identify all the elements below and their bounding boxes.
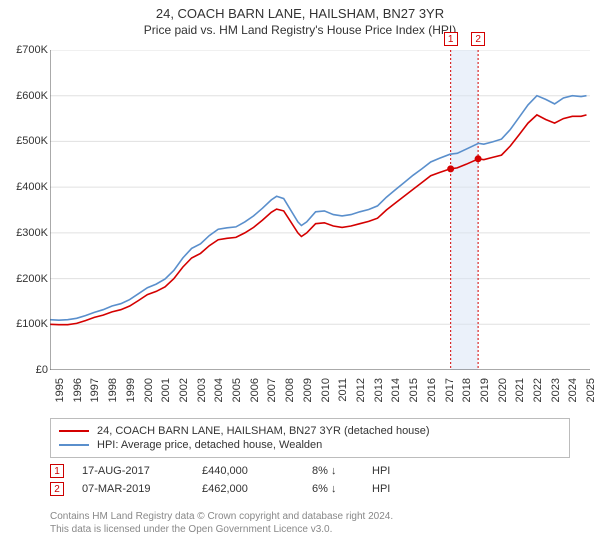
- x-tick-label: 2018: [461, 378, 473, 402]
- x-tick-label: 2014: [390, 378, 402, 402]
- x-tick-label: 2023: [550, 378, 562, 402]
- event-flag: 1: [50, 464, 64, 478]
- event-date: 07-MAR-2019: [82, 483, 202, 495]
- legend-label: 24, COACH BARN LANE, HAILSHAM, BN27 3YR …: [97, 425, 430, 437]
- x-tick-label: 2024: [567, 378, 579, 402]
- x-tick-label: 2009: [302, 378, 314, 402]
- y-tick-label: £600K: [0, 90, 48, 102]
- x-tick-label: 2022: [532, 378, 544, 402]
- marker-flag: 1: [444, 32, 458, 46]
- y-tick-label: £300K: [0, 227, 48, 239]
- x-tick-label: 1997: [89, 378, 101, 402]
- event-note: HPI: [372, 465, 390, 477]
- legend-swatch: [59, 444, 89, 446]
- event-date: 17-AUG-2017: [82, 465, 202, 477]
- chart-plot: [50, 50, 590, 370]
- chart-title: 24, COACH BARN LANE, HAILSHAM, BN27 3YR: [0, 6, 600, 21]
- x-tick-label: 2002: [178, 378, 190, 402]
- x-tick-label: 2013: [373, 378, 385, 402]
- event-note: HPI: [372, 483, 390, 495]
- x-tick-label: 2016: [426, 378, 438, 402]
- x-tick-label: 2011: [337, 378, 349, 402]
- x-tick-label: 2012: [355, 378, 367, 402]
- event-price: £462,000: [202, 483, 312, 495]
- x-tick-label: 2025: [585, 378, 597, 402]
- x-tick-label: 2015: [408, 378, 420, 402]
- y-tick-label: £700K: [0, 44, 48, 56]
- y-tick-label: £0: [0, 364, 48, 376]
- x-tick-label: 2020: [497, 378, 509, 402]
- legend-swatch: [59, 430, 89, 432]
- x-tick-label: 2001: [160, 378, 172, 402]
- event-table: 1 17-AUG-2017£440,0008% ↓HPI 2 07-MAR-2019£…: [50, 460, 570, 500]
- x-tick-label: 2021: [514, 378, 526, 402]
- footer-line-1: Contains HM Land Registry data © Crown c…: [50, 510, 570, 523]
- x-tick-label: 2006: [249, 378, 261, 402]
- x-tick-label: 2008: [284, 378, 296, 402]
- x-tick-label: 2005: [231, 378, 243, 402]
- y-tick-label: £500K: [0, 135, 48, 147]
- chart-titles: 24, COACH BARN LANE, HAILSHAM, BN27 3YR …: [0, 0, 600, 37]
- y-tick-label: £200K: [0, 273, 48, 285]
- x-tick-label: 2004: [213, 378, 225, 402]
- y-tick-label: £400K: [0, 181, 48, 193]
- x-tick-label: 2010: [320, 378, 332, 402]
- x-tick-label: 2000: [143, 378, 155, 402]
- footer-line-2: This data is licensed under the Open Gov…: [50, 523, 570, 536]
- legend-row: HPI: Average price, detached house, Weal…: [59, 439, 561, 451]
- x-tick-label: 2019: [479, 378, 491, 402]
- event-row: 2 07-MAR-2019£462,0006% ↓HPI: [50, 482, 570, 496]
- x-tick-label: 1996: [72, 378, 84, 402]
- event-price: £440,000: [202, 465, 312, 477]
- event-delta: 6% ↓: [312, 483, 372, 495]
- marker-flag: 2: [471, 32, 485, 46]
- event-row: 1 17-AUG-2017£440,0008% ↓HPI: [50, 464, 570, 478]
- x-tick-label: 2007: [266, 378, 278, 402]
- x-tick-label: 1998: [107, 378, 119, 402]
- chart-subtitle: Price paid vs. HM Land Registry's House …: [0, 23, 600, 37]
- y-tick-label: £100K: [0, 318, 48, 330]
- x-tick-label: 1995: [54, 378, 66, 402]
- legend-row: 24, COACH BARN LANE, HAILSHAM, BN27 3YR …: [59, 425, 561, 437]
- legend-label: HPI: Average price, detached house, Weal…: [97, 439, 322, 451]
- x-tick-label: 2017: [444, 378, 456, 402]
- event-flag: 2: [50, 482, 64, 496]
- chart-legend: 24, COACH BARN LANE, HAILSHAM, BN27 3YR …: [50, 418, 570, 458]
- event-delta: 8% ↓: [312, 465, 372, 477]
- x-tick-label: 1999: [125, 378, 137, 402]
- chart-footer: Contains HM Land Registry data © Crown c…: [50, 510, 570, 536]
- x-tick-label: 2003: [196, 378, 208, 402]
